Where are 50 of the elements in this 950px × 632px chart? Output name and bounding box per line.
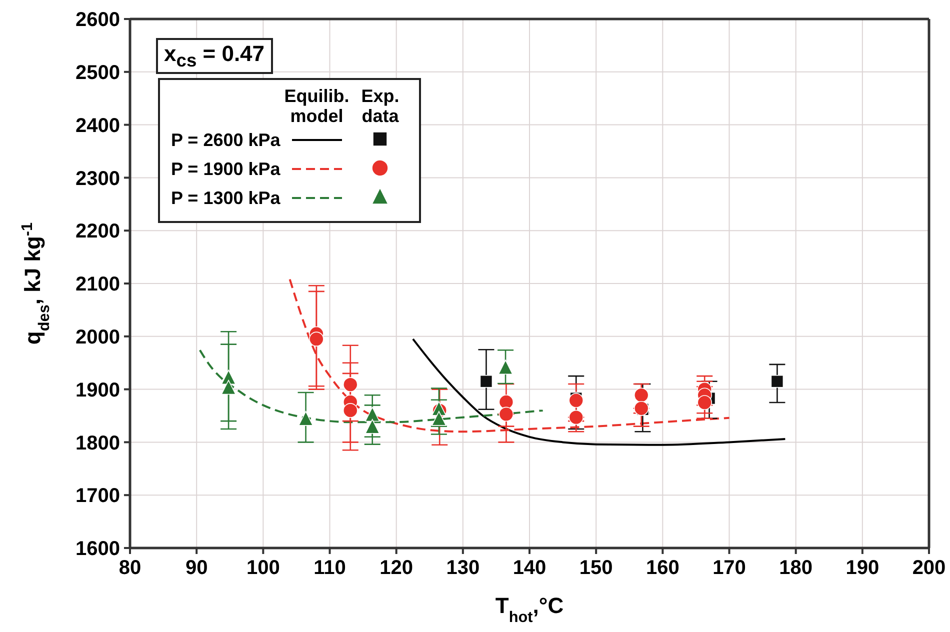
point xyxy=(432,411,446,426)
point xyxy=(770,374,784,388)
annotation: Equilib. model xyxy=(284,86,350,126)
legend-label: P = 1900 kPa xyxy=(170,158,282,181)
x-tick-label: 170 xyxy=(712,557,746,580)
point xyxy=(480,374,493,388)
y-tick-label: 1700 xyxy=(76,485,120,508)
y-tick-label: 2000 xyxy=(76,326,120,348)
point xyxy=(498,406,514,422)
line-series xyxy=(412,338,786,446)
point xyxy=(309,332,324,346)
point xyxy=(498,394,514,410)
point xyxy=(221,380,236,395)
y-tick-label: 2400 xyxy=(76,114,120,137)
x-tick-label: 150 xyxy=(579,557,613,580)
legend-label: P = 2600 kPa xyxy=(170,129,282,152)
y-tick-label: 2600 xyxy=(76,9,120,32)
x-tick-label: 140 xyxy=(512,557,546,580)
x-tick-label: 190 xyxy=(846,557,880,580)
x-tick-label: 80 xyxy=(118,557,142,580)
x-tick-label: 100 xyxy=(246,557,280,580)
legend-label: P = 1300 kPa xyxy=(170,187,282,210)
x-tick-label: 180 xyxy=(779,557,813,580)
annotation: Exp. data xyxy=(361,86,400,126)
y-tick-label: 2100 xyxy=(76,274,120,296)
y-tick-label: 1800 xyxy=(76,432,120,454)
point xyxy=(568,393,584,408)
point xyxy=(634,388,649,403)
point xyxy=(342,403,358,418)
annotation: x$_{cs}$ = 0.47 xyxy=(164,41,265,70)
x-tick-label: 160 xyxy=(646,557,680,580)
point xyxy=(364,418,380,434)
y-tick-label: 2200 xyxy=(76,220,120,243)
y-tick-label: 1600 xyxy=(76,538,120,560)
x-axis-title: T$_{hot}$,°C xyxy=(495,593,564,626)
point xyxy=(697,395,712,410)
point xyxy=(342,377,358,392)
y-tick-label: 2500 xyxy=(76,62,120,84)
point xyxy=(568,410,584,425)
point xyxy=(364,406,380,422)
x-tick-label: 120 xyxy=(380,557,414,580)
y-tick-label: 2300 xyxy=(76,168,120,190)
y-tick-label: 1900 xyxy=(76,379,120,402)
point xyxy=(634,400,649,416)
point xyxy=(298,411,314,426)
x-tick-label: 110 xyxy=(314,557,346,580)
x-tick-label: 130 xyxy=(446,557,480,580)
x-tick-label: 200 xyxy=(912,557,946,580)
point xyxy=(498,360,513,375)
x-tick-label: 90 xyxy=(185,557,208,580)
